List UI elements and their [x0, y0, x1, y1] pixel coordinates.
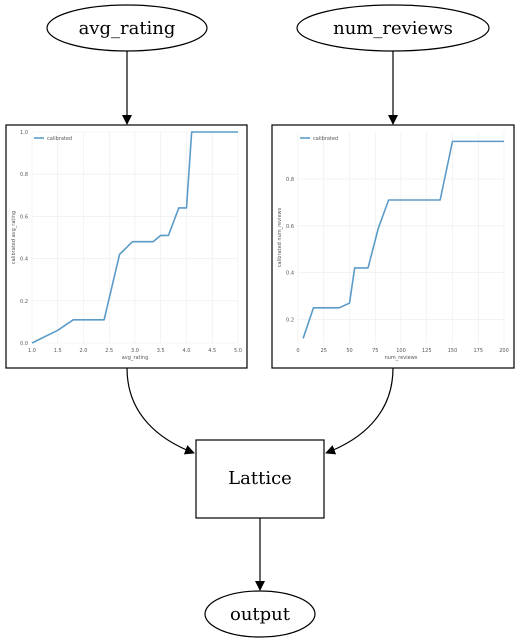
y-tick-label: 0.8 [286, 177, 294, 183]
y-tick-label: 0.6 [286, 224, 294, 230]
calibrator-box-num-reviews [271, 124, 515, 369]
x-tick-label: 4.0 [183, 348, 191, 354]
y-tick-label: 0.8 [20, 172, 28, 178]
node-num-reviews-label: num_reviews [333, 18, 453, 39]
x-tick-label: 50 [346, 348, 352, 354]
x-tick-label: 3.0 [131, 348, 139, 354]
x-tick-label: 75 [372, 348, 378, 354]
y-tick-label: 0.2 [286, 318, 294, 324]
node-lattice-label: Lattice [228, 468, 292, 489]
node-avg-rating-label: avg_rating [79, 18, 176, 39]
series-line-calibrated [302, 140, 504, 339]
calibration-chart-num-reviews: 0 25 50 75 100 125 150 175 200 0.2 0.4 0.6 0.8 num_re… [277, 132, 509, 361]
x-tick-label: 4.5 [208, 348, 216, 354]
x-tick-label: 2.5 [105, 348, 113, 354]
calibration-chart-avg-rating: 1.0 1.5 2.0 2.5 3.0 3.5 4.0 4.5 5.0 0.0 0.2 0.4 0.6 0… [11, 130, 242, 361]
legend-label: calibrated [313, 136, 338, 142]
legend-label: calibrated [47, 136, 72, 142]
edge-calibrator-b-to-lattice [325, 367, 394, 455]
x-axis-title: avg_rating [122, 355, 149, 361]
x-tick-label: 100 [396, 348, 406, 354]
node-output: output [204, 590, 316, 638]
x-tick-label: 2.0 [80, 348, 88, 354]
y-axis-title: calibrated num_reviews [277, 207, 283, 267]
x-tick-label: 5.0 [234, 348, 242, 354]
x-tick-label: 125 [422, 348, 432, 354]
x-tick-label: 200 [499, 348, 509, 354]
y-tick-label: 0.4 [20, 257, 28, 263]
x-tick-label: 150 [448, 348, 458, 354]
x-tick-label: 25 [321, 348, 327, 354]
y-tick-label: 0.0 [20, 341, 28, 347]
y-axis-title: calibrated avg_rating [11, 211, 17, 264]
y-tick-label: 0.2 [20, 299, 28, 305]
y-tick-label: 1.0 [20, 130, 28, 136]
series-line-calibrated [31, 131, 238, 344]
node-num-reviews: num_reviews [296, 4, 490, 52]
y-tick-label: 0.4 [286, 271, 294, 277]
x-tick-label: 3.5 [157, 348, 165, 354]
edge-calibrator-a-to-lattice [126, 367, 195, 455]
node-avg-rating: avg_rating [46, 4, 208, 52]
x-axis-title: num_reviews [385, 355, 418, 361]
node-output-label: output [230, 604, 291, 625]
x-tick-label: 1.5 [54, 348, 62, 354]
x-tick-label: 1.0 [28, 348, 36, 354]
node-lattice: Lattice [195, 439, 325, 519]
x-tick-label: 0 [296, 348, 299, 354]
x-tick-label: 175 [473, 348, 483, 354]
y-tick-label: 0.6 [20, 214, 28, 220]
